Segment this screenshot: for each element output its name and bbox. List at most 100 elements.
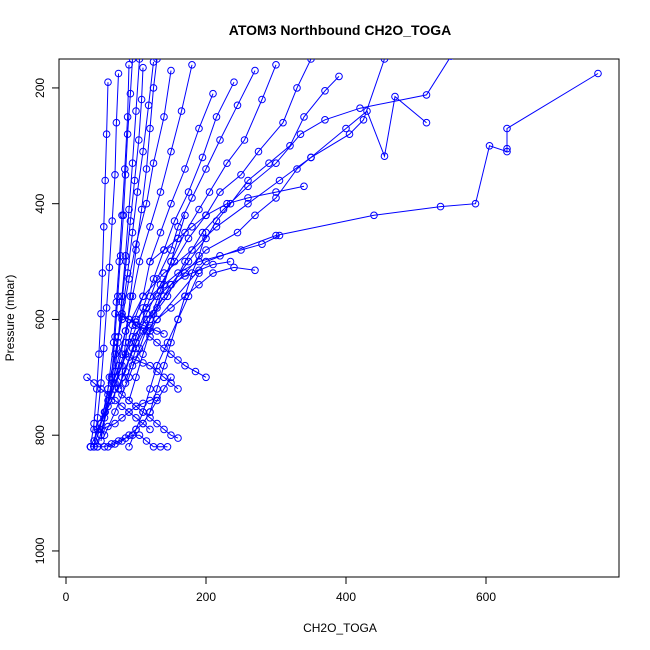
data-point (251, 66, 259, 75)
data-point (135, 431, 144, 440)
data-point (160, 425, 168, 434)
data-point (244, 176, 252, 185)
data-point (272, 194, 280, 202)
data-point (153, 338, 161, 347)
data-point (293, 84, 301, 92)
data-point (240, 136, 249, 144)
series-line (128, 272, 200, 447)
data-point (177, 107, 186, 115)
data-point (202, 373, 210, 382)
profile-series-30 (118, 350, 182, 393)
data-point (105, 373, 114, 382)
series-line (113, 67, 144, 384)
data-point (111, 408, 119, 416)
data-point (233, 228, 242, 237)
data-point (265, 159, 273, 167)
data-point (139, 327, 147, 335)
data-point (156, 228, 165, 237)
data-point (142, 165, 151, 173)
data-point (146, 333, 154, 341)
data-point (188, 223, 196, 231)
data-point (98, 269, 107, 277)
data-point (275, 231, 284, 240)
data-point (146, 124, 154, 133)
data-point (503, 124, 511, 133)
data-point (132, 107, 140, 115)
data-point (321, 116, 329, 124)
data-point (167, 280, 175, 289)
data-point (142, 304, 151, 312)
data-point (116, 252, 125, 260)
data-point (135, 136, 143, 144)
data-point (216, 252, 224, 260)
data-point (119, 211, 128, 220)
profile-series-4 (114, 72, 343, 393)
data-point (216, 136, 224, 144)
data-point (272, 188, 280, 196)
data-point (139, 399, 147, 408)
series-line (86, 376, 151, 430)
data-point (142, 199, 151, 208)
data-point (422, 91, 431, 99)
data-point (160, 385, 168, 393)
data-point (142, 309, 151, 318)
data-point (149, 159, 158, 167)
x-axis-label: CH2O_TOGA (303, 621, 377, 635)
data-point (153, 367, 161, 376)
data-point (132, 246, 140, 254)
data-point (90, 379, 98, 387)
data-point (139, 63, 147, 72)
data-point (128, 292, 137, 301)
data-point (137, 205, 146, 214)
series-line (93, 93, 214, 442)
data-point (137, 95, 146, 104)
data-point (209, 260, 217, 269)
data-point (139, 359, 147, 367)
series-line (97, 70, 256, 430)
data-point (121, 434, 130, 442)
data-point (146, 257, 154, 266)
series-line (120, 59, 158, 389)
profile-series-25 (111, 385, 182, 442)
profile-series-33 (142, 263, 259, 335)
data-point (153, 419, 161, 428)
data-point (167, 199, 175, 208)
data-point (212, 113, 221, 121)
data-point (118, 390, 126, 399)
data-point (195, 280, 203, 289)
data-point (111, 333, 119, 341)
data-point (126, 292, 135, 301)
data-point (356, 104, 364, 112)
data-point (126, 217, 135, 225)
series-line (125, 59, 450, 384)
data-point (202, 246, 210, 254)
data-point (121, 171, 130, 179)
series-line (128, 215, 186, 401)
data-point (114, 437, 123, 445)
data-point (132, 425, 140, 434)
data-point (160, 344, 168, 353)
data-point (258, 95, 266, 104)
series-line (111, 59, 133, 378)
data-point (181, 292, 189, 301)
data-point (167, 350, 175, 359)
data-point (135, 257, 144, 266)
data-point (100, 344, 108, 353)
data-point (188, 246, 196, 254)
data-point (167, 379, 175, 387)
data-point (90, 419, 98, 428)
y-tick-label: 600 (33, 309, 47, 329)
data-point (195, 257, 203, 266)
data-point (300, 182, 308, 191)
data-point (139, 147, 147, 156)
data-point (370, 211, 378, 220)
data-point (170, 217, 179, 225)
data-point (233, 101, 242, 110)
profile-series-32 (146, 182, 308, 266)
profile-series-29 (111, 309, 168, 338)
data-point (111, 309, 119, 318)
data-point (471, 199, 480, 208)
profile-series-34 (132, 257, 235, 324)
data-point (121, 252, 130, 260)
